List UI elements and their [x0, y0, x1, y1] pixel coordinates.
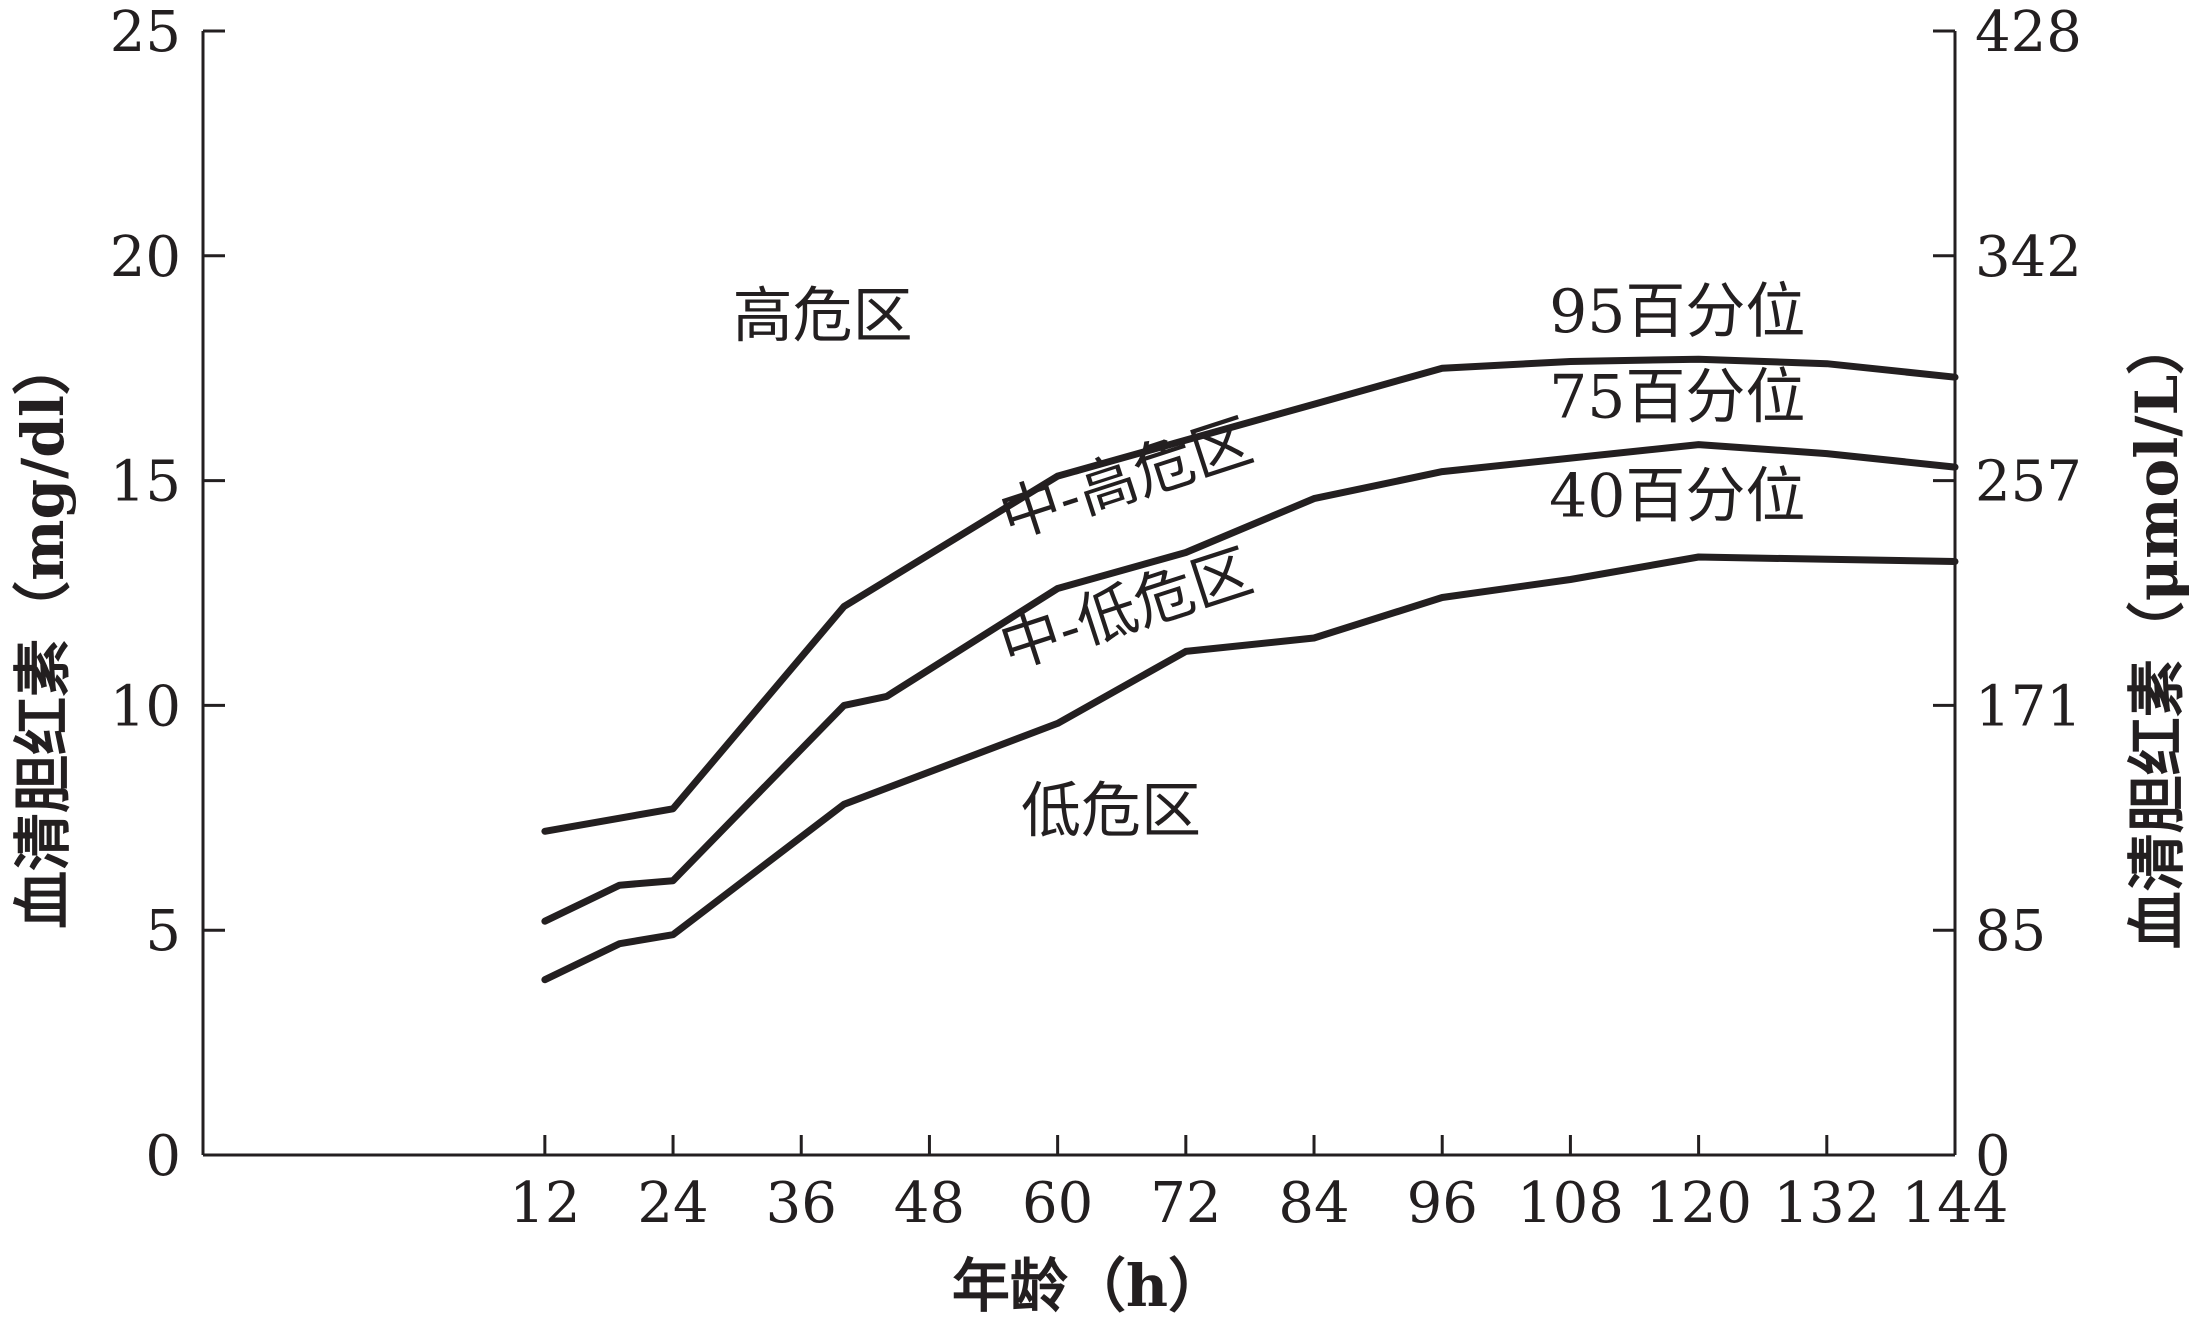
y-tick-label-left: 15: [110, 450, 181, 515]
x-tick-label: 144: [1902, 1171, 2009, 1236]
y-tick-label-left: 0: [145, 1124, 181, 1189]
x-tick-label: 60: [1022, 1171, 1093, 1236]
y-tick-label-left: 10: [110, 674, 181, 739]
axes: 0 5 10 15 20 25 0 85 171 257 342 428 12 24 36 48 60 72 84 9…: [110, 0, 2082, 1236]
x-tick-label: 24: [637, 1171, 708, 1236]
series-line: [541, 441, 1959, 925]
annotation-label: 中-高危区: [992, 406, 1261, 553]
y-tick-label-right: 85: [1975, 899, 2046, 964]
y-tick-label-right: 342: [1975, 225, 2082, 290]
x-tick-label: 120: [1645, 1171, 1752, 1236]
x-tick-label: 48: [894, 1171, 965, 1236]
series-line: [541, 355, 1959, 835]
series-line: [541, 553, 1959, 984]
y-tick-label-right: 257: [1975, 450, 2082, 515]
x-tick-label: 96: [1407, 1171, 1478, 1236]
annotation-label: 低危区: [1021, 776, 1201, 846]
y-tick-label-left: 5: [145, 899, 181, 964]
y-axis-title-left: 血清胆红素（mg/dl）: [9, 337, 77, 929]
y-axis-title-right: 血清胆红素（μmol/L）: [2123, 317, 2191, 950]
y-tick-label-left: 20: [110, 225, 181, 290]
x-tick-label: 72: [1150, 1171, 1221, 1236]
x-tick-label: 132: [1773, 1171, 1880, 1236]
annotation-label: 高危区: [733, 282, 913, 352]
annotation-label: 中-低危区: [992, 536, 1261, 683]
series-lines: [541, 355, 1959, 984]
y-tick-label-right: 0: [1975, 1124, 2011, 1189]
annotation-label: 95百分位: [1549, 277, 1805, 347]
x-tick-label: 12: [509, 1171, 580, 1236]
y-tick-label-right: 171: [1975, 674, 2082, 739]
y-tick-label-right: 428: [1975, 0, 2082, 65]
x-tick-label: 36: [766, 1171, 837, 1236]
x-axis-title: 年龄（h）: [952, 1252, 1226, 1320]
annotation-label: 40百分位: [1549, 462, 1805, 532]
x-tick-label: 108: [1517, 1171, 1624, 1236]
x-tick-label: 84: [1278, 1171, 1349, 1236]
annotation-label: 75百分位: [1549, 363, 1805, 433]
y-tick-label-left: 25: [110, 0, 181, 65]
